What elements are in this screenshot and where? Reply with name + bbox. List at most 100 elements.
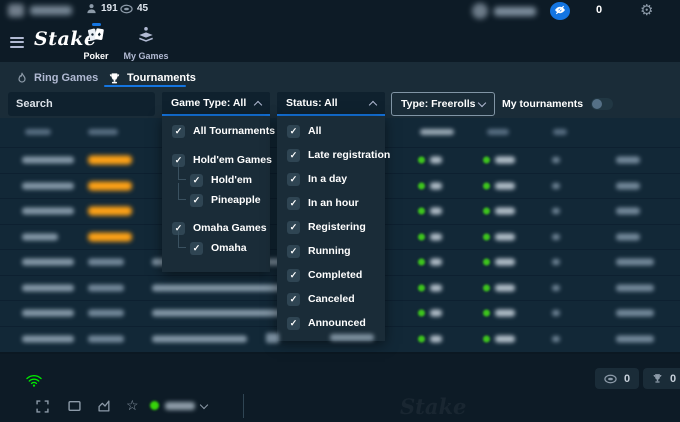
- type-select-label: Type: Freerolls: [401, 98, 476, 110]
- chevron-down-icon: [199, 400, 209, 409]
- stats-chart-icon[interactable]: [98, 400, 111, 412]
- game-type-dropdown: All Tournaments Hold'em Games Hold'em Pi…: [162, 116, 275, 272]
- avatar[interactable]: [472, 3, 488, 19]
- tournament-name-blurred: [330, 334, 374, 341]
- stake-watermark: Stake: [400, 394, 467, 419]
- stake-logo[interactable]: Stake: [34, 28, 97, 50]
- dropdown-option-completed[interactable]: Completed: [277, 263, 385, 287]
- dropdown-option-running[interactable]: Running: [277, 239, 385, 263]
- checkbox-checked-icon[interactable]: [172, 124, 185, 138]
- fullscreen-icon[interactable]: [36, 400, 49, 413]
- dropdown-option-holdem-games[interactable]: Hold'em Games: [162, 150, 272, 170]
- session-status-pill[interactable]: [150, 400, 209, 410]
- dropdown-option-in-an-hour[interactable]: In an hour: [277, 191, 385, 215]
- search-input[interactable]: [8, 98, 177, 110]
- active-tab-underline: [104, 85, 186, 87]
- active-tables-count: 0: [624, 372, 631, 385]
- active-tournaments-badge[interactable]: 0: [643, 368, 680, 389]
- column-header-blurred[interactable]: [487, 129, 509, 135]
- checkbox-checked-icon[interactable]: [287, 292, 300, 306]
- checkbox-checked-icon[interactable]: [287, 316, 300, 330]
- eye-off-icon: [554, 2, 566, 20]
- column-header-blurred[interactable]: [25, 129, 51, 135]
- dropdown-option-omaha[interactable]: Omaha: [162, 231, 270, 258]
- session-label-blurred: [165, 401, 195, 410]
- checkbox-checked-icon[interactable]: [190, 173, 203, 187]
- active-tables-badge[interactable]: 0: [595, 368, 640, 389]
- dropdown-option-holdem[interactable]: Hold'em: [162, 163, 270, 190]
- tab-ring-games[interactable]: Ring Games: [16, 68, 98, 88]
- tables-count: 45: [137, 3, 149, 14]
- option-label: Registering: [308, 221, 366, 233]
- notifications-count[interactable]: 0: [596, 4, 603, 16]
- nav-item-my-games[interactable]: My Games: [118, 26, 174, 61]
- option-label: Late registration: [308, 149, 391, 161]
- footer-divider: [243, 394, 244, 418]
- dropdown-option-announced[interactable]: Announced: [277, 311, 385, 335]
- dropdown-option-omaha-games[interactable]: Omaha Games: [162, 218, 270, 238]
- checkbox-checked-icon[interactable]: [287, 244, 300, 258]
- lobby-panel: Ring Games Tournaments Game Type: All St…: [0, 62, 680, 118]
- checkbox-checked-icon[interactable]: [287, 196, 300, 210]
- type-select[interactable]: Type: Freerolls: [391, 92, 495, 116]
- settings-gear-icon[interactable]: ⚙: [640, 2, 654, 19]
- chevron-down-icon: [477, 98, 487, 108]
- player-icon: [86, 3, 97, 14]
- dropdown-option-canceled[interactable]: Canceled: [277, 287, 385, 311]
- top-bar: 191 45 0 ⚙: [0, 0, 680, 22]
- option-label: All: [308, 125, 322, 137]
- game-type-filter-button[interactable]: Game Type: All: [162, 92, 270, 116]
- option-label: Running: [308, 245, 351, 257]
- game-type-filter-label: Game Type: All: [171, 97, 247, 109]
- checkbox-checked-icon[interactable]: [190, 193, 203, 207]
- players-online-count: 191: [101, 3, 118, 14]
- my-tournaments-control: My tournaments: [502, 92, 614, 116]
- online-dot-icon: [150, 401, 159, 410]
- checkbox-checked-icon[interactable]: [287, 148, 300, 162]
- status-filter-button[interactable]: Status: All: [277, 92, 385, 116]
- search-box[interactable]: [8, 92, 189, 116]
- option-label: Completed: [308, 269, 363, 281]
- column-header-blurred[interactable]: [553, 129, 567, 135]
- tab-label: Tournaments: [127, 72, 196, 84]
- toggle-knob: [592, 99, 603, 109]
- menu-hamburger-icon[interactable]: [10, 34, 24, 50]
- option-label: In a day: [308, 173, 348, 185]
- my-tournaments-toggle[interactable]: [591, 98, 614, 110]
- status-filter-label: Status: All: [286, 97, 338, 109]
- poker-cards-icon: [86, 28, 106, 48]
- club-logo-blurred: [8, 4, 24, 17]
- nav-item-poker[interactable]: Poker: [68, 23, 124, 61]
- checkbox-checked-icon[interactable]: [172, 221, 185, 235]
- column-header-blurred[interactable]: [420, 129, 454, 135]
- players-online-stat: 191: [86, 3, 118, 14]
- tab-label: Ring Games: [34, 72, 99, 84]
- poker-table-icon: [604, 374, 617, 384]
- checkbox-checked-icon[interactable]: [287, 220, 300, 234]
- option-label: Hold'em Games: [193, 154, 272, 166]
- checkbox-checked-icon[interactable]: [287, 268, 300, 282]
- nav-item-label: Poker: [83, 51, 109, 61]
- status-dropdown: All Late registration In a day In an hou…: [277, 116, 390, 341]
- dropdown-option-in-a-day[interactable]: In a day: [277, 167, 385, 191]
- checkbox-checked-icon[interactable]: [172, 153, 185, 167]
- column-header-blurred[interactable]: [88, 129, 118, 135]
- nav-item-label: My Games: [123, 51, 169, 61]
- dropdown-option-registering[interactable]: Registering: [277, 215, 385, 239]
- checkbox-checked-icon[interactable]: [287, 172, 300, 186]
- dropdown-option-all[interactable]: All: [277, 119, 385, 143]
- checkbox-checked-icon[interactable]: [287, 124, 300, 138]
- table-header-row: [0, 118, 680, 147]
- chevron-up-icon: [368, 100, 378, 109]
- trophy-icon: [652, 373, 663, 384]
- window-icon[interactable]: [68, 400, 81, 412]
- hide-balance-button[interactable]: [550, 2, 570, 20]
- option-label: In an hour: [308, 197, 359, 209]
- dropdown-option-late-registration[interactable]: Late registration: [277, 143, 390, 167]
- favorites-star-icon[interactable]: ☆: [126, 397, 139, 413]
- tab-tournaments[interactable]: Tournaments: [108, 68, 196, 88]
- checkbox-checked-icon[interactable]: [190, 241, 203, 255]
- dropdown-option-pineapple[interactable]: Pineapple: [162, 183, 270, 210]
- footer-bar: ☆ 0 0 Stake: [0, 352, 680, 422]
- dropdown-option-all-tournaments[interactable]: All Tournaments: [162, 121, 275, 141]
